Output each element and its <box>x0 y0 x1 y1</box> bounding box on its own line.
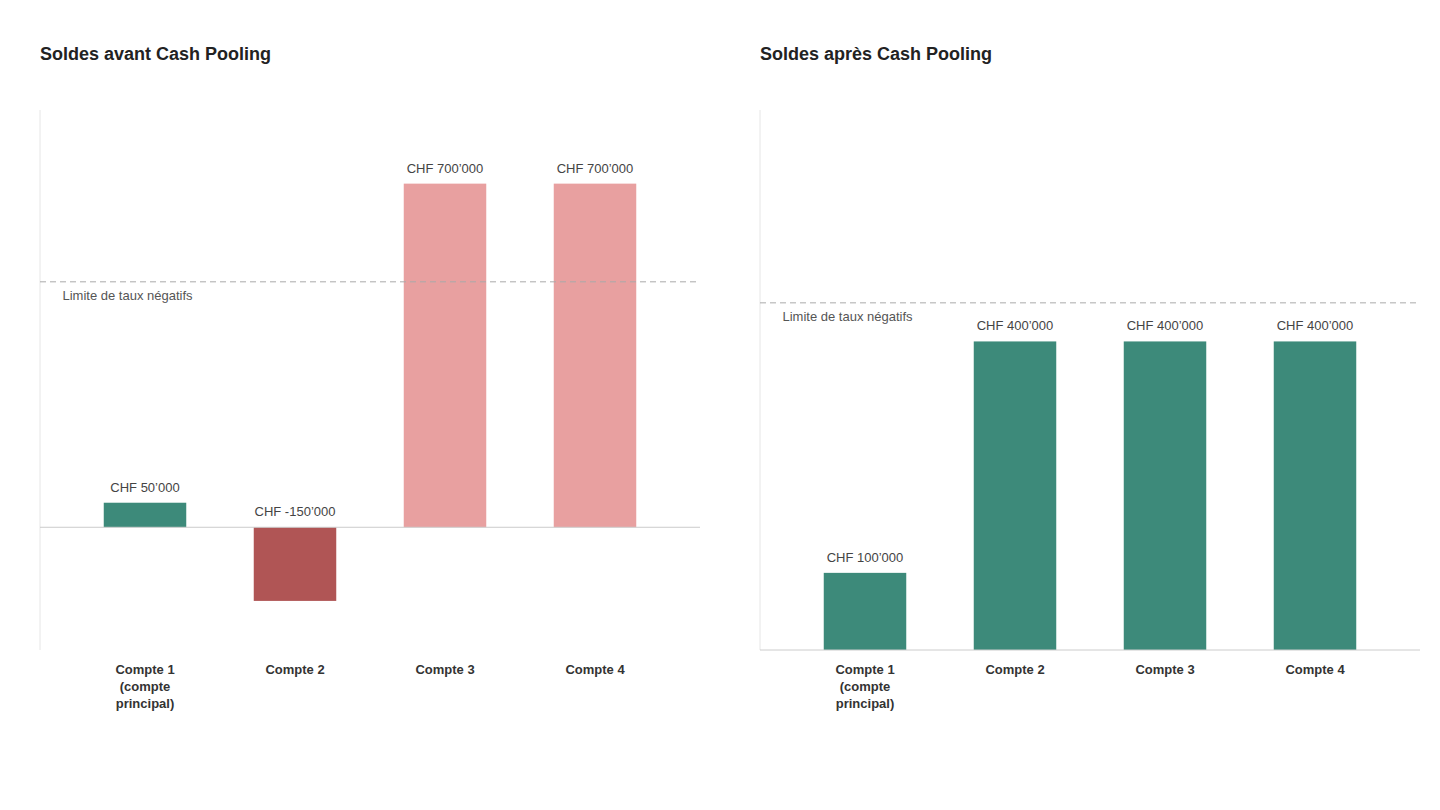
panel: Soldes après Cash Pooling Limite de taux … <box>760 44 1420 711</box>
category-line: Compte 3 <box>415 662 474 677</box>
zero-line <box>760 650 1420 651</box>
bar <box>824 573 907 650</box>
category-line: Compte 2 <box>265 662 324 677</box>
bars <box>824 341 1357 650</box>
category-line: Compte 1 <box>835 662 894 677</box>
category-label: Compte 1 (compte principal) <box>835 662 894 711</box>
category-line: Compte 1 <box>115 662 174 677</box>
value-label: CHF 700’000 <box>557 161 634 176</box>
value-label: CHF 100’000 <box>827 550 904 565</box>
category-line: principal) <box>116 696 175 711</box>
value-label: CHF 50’000 <box>110 480 179 495</box>
category-label: Compte 2 <box>265 662 324 677</box>
bar <box>1124 341 1207 650</box>
category-line: Compte 2 <box>985 662 1044 677</box>
value-label: CHF 400’000 <box>1127 318 1204 333</box>
title: Soldes après Cash Pooling <box>760 44 992 64</box>
value-label: CHF 400’000 <box>977 318 1054 333</box>
title: Soldes avant Cash Pooling <box>40 44 271 64</box>
bar <box>554 184 637 528</box>
zero-line <box>40 527 700 528</box>
threshold-label: Limite de taux négatifs <box>63 288 194 303</box>
category-line: Compte 4 <box>565 662 625 677</box>
category-label: Compte 3 <box>415 662 474 677</box>
bar <box>254 527 337 601</box>
category-line: principal) <box>836 696 895 711</box>
bars <box>104 184 637 601</box>
threshold-line <box>40 281 700 282</box>
bar <box>1274 341 1357 650</box>
category-label: Compte 4 <box>565 662 625 677</box>
category-line: (compte <box>120 679 171 694</box>
category-label: Compte 1 (compte principal) <box>115 662 174 711</box>
bar <box>104 503 187 528</box>
chart-root: Soldes avant Cash Pooling Limite de taux … <box>0 0 1440 810</box>
bar <box>404 184 487 528</box>
value-label: CHF 700’000 <box>407 161 484 176</box>
value-label: CHF -150’000 <box>255 504 336 519</box>
category-label: Compte 4 <box>1285 662 1345 677</box>
category-line: Compte 4 <box>1285 662 1345 677</box>
value-label: CHF 400’000 <box>1277 318 1354 333</box>
threshold-line <box>760 302 1420 303</box>
bar <box>974 341 1057 650</box>
threshold-label: Limite de taux négatifs <box>783 309 914 324</box>
y-axis-line <box>760 110 761 650</box>
category-label: Compte 2 <box>985 662 1044 677</box>
panel: Soldes avant Cash Pooling Limite de taux … <box>40 44 700 711</box>
y-axis-line <box>40 110 41 650</box>
category-line: Compte 3 <box>1135 662 1194 677</box>
category-label: Compte 3 <box>1135 662 1194 677</box>
category-line: (compte <box>840 679 891 694</box>
